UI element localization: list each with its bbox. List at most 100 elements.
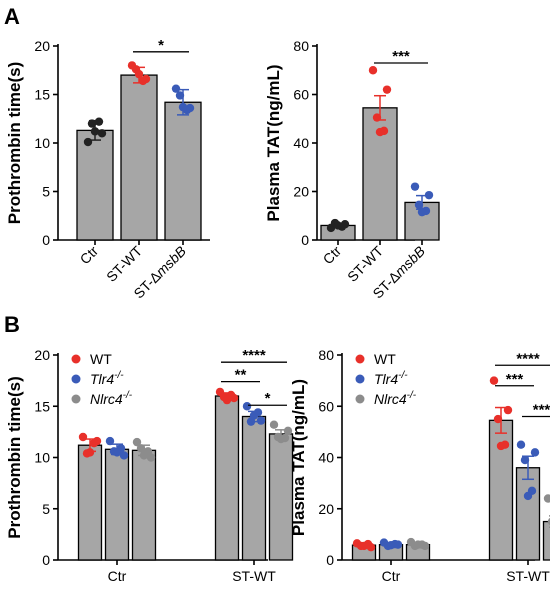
- data-point: [105, 436, 115, 446]
- significance-label: *: [265, 390, 271, 407]
- y-tick-label: 20: [34, 38, 50, 54]
- legend-label: Tlr4-/-: [374, 370, 408, 387]
- legend-label-name: Nlrc4: [90, 391, 123, 407]
- significance-label: *: [158, 37, 164, 54]
- data-point: [112, 448, 122, 457]
- legend-label-sup: -/-: [123, 390, 133, 401]
- bar: [488, 419, 514, 561]
- legend-marker: [71, 374, 81, 384]
- y-tick-label: 40: [293, 135, 309, 151]
- y-axis-label: Prothrombin time(s): [5, 62, 24, 224]
- data-point: [256, 416, 266, 425]
- bar: [241, 415, 267, 561]
- data-point: [222, 395, 232, 405]
- significance-label: ****: [516, 350, 540, 367]
- bar: [515, 467, 541, 561]
- legend-marker: [355, 354, 365, 364]
- data-point: [382, 85, 392, 94]
- y-tick-label: 20: [318, 501, 334, 517]
- y-axis-label: Prothrombin time(s): [5, 376, 24, 538]
- data-point: [386, 540, 396, 550]
- y-tick-label: 10: [34, 135, 50, 151]
- y-tick-label: 10: [34, 450, 50, 466]
- x-tick-label-part: Ctr: [320, 243, 345, 268]
- y-axis-label: Plasma TAT(ng/mL): [289, 379, 308, 536]
- x-tick-label: ST-WT: [232, 568, 276, 584]
- panel-letter-b: B: [4, 312, 20, 337]
- data-point: [78, 432, 88, 442]
- significance-label: ***: [533, 402, 550, 419]
- x-tick-label: Ctr: [320, 243, 345, 268]
- y-tick-label: 40: [318, 450, 334, 466]
- data-point: [136, 444, 146, 453]
- x-tick-label: ST-WT: [506, 568, 550, 584]
- legend-label: WT: [374, 351, 396, 367]
- y-tick-label: 5: [42, 184, 50, 200]
- y-tick-label: 80: [318, 347, 334, 363]
- data-point: [171, 84, 181, 93]
- y-tick-label: 0: [42, 552, 50, 568]
- legend-label: Nlrc4-/-: [90, 390, 133, 407]
- data-point: [139, 451, 149, 460]
- y-tick-label: 5: [42, 501, 50, 517]
- data-point: [523, 491, 533, 501]
- y-tick-label: 15: [34, 87, 50, 103]
- data-point: [503, 405, 513, 415]
- legend-label: Nlrc4-/-: [374, 390, 417, 407]
- data-point: [94, 117, 104, 126]
- data-point: [134, 69, 144, 79]
- bar: [120, 74, 158, 241]
- legend-marker: [71, 354, 81, 364]
- legend-label-name: Tlr4: [90, 371, 114, 387]
- y-tick-label: 15: [34, 398, 50, 414]
- data-point: [87, 119, 97, 128]
- bar: [77, 444, 103, 561]
- data-point: [269, 420, 279, 429]
- legend-label-name: Nlrc4: [374, 391, 407, 407]
- y-tick-label: 60: [293, 87, 309, 103]
- y-tick-label: 20: [34, 347, 50, 363]
- legend-label: WT: [90, 351, 112, 367]
- significance-label: **: [235, 367, 247, 384]
- x-tick-label: Ctr: [382, 568, 401, 584]
- data-point: [424, 190, 434, 200]
- data-point: [410, 182, 420, 191]
- data-point: [90, 127, 100, 136]
- panel-letter-a: A: [4, 4, 20, 29]
- data-point: [530, 448, 540, 457]
- bar: [76, 129, 114, 241]
- data-point: [414, 200, 424, 210]
- data-point: [178, 102, 188, 112]
- data-point: [276, 434, 286, 444]
- bar: [131, 449, 157, 561]
- legend-label-name: Tlr4: [374, 371, 398, 387]
- data-point: [516, 440, 526, 449]
- data-point: [89, 438, 99, 448]
- x-tick-label: Ctr: [77, 243, 102, 268]
- data-point: [138, 76, 148, 86]
- legend-label-name: WT: [374, 351, 396, 367]
- data-point: [242, 402, 252, 411]
- data-point: [413, 540, 423, 549]
- bar: [104, 448, 130, 561]
- data-point: [417, 207, 427, 217]
- y-axis-label: Plasma TAT(ng/mL): [264, 64, 283, 221]
- significance-label: ****: [242, 347, 266, 364]
- data-point: [119, 451, 129, 460]
- y-tick-label: 0: [42, 232, 50, 248]
- x-tick-label-part: msbB: [391, 243, 428, 280]
- data-point: [496, 441, 506, 451]
- data-point: [493, 414, 503, 424]
- legend-label-name: WT: [90, 351, 112, 367]
- data-point: [372, 113, 382, 122]
- x-tick-label-part: Ctr: [77, 243, 102, 268]
- data-point: [97, 129, 107, 138]
- legend-label-sup: -/-: [398, 370, 408, 381]
- legend-label: Tlr4-/-: [90, 370, 124, 387]
- data-point: [175, 91, 185, 100]
- data-point: [85, 448, 95, 457]
- data-point: [543, 494, 550, 503]
